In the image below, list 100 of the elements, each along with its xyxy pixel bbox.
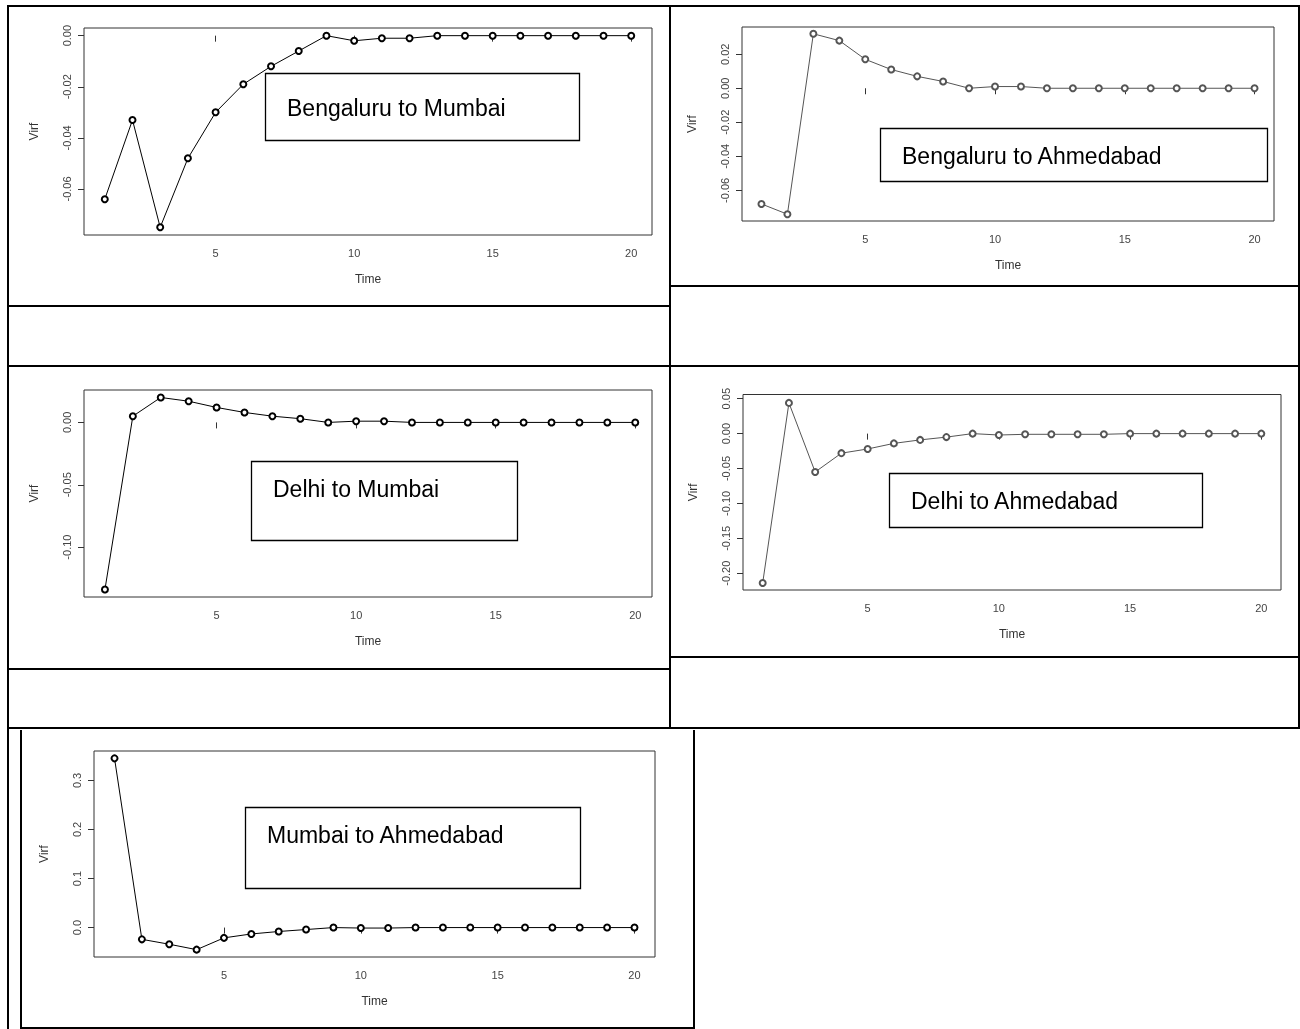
y-tick-label: -0.15 — [719, 525, 732, 551]
point — [466, 923, 475, 932]
text: Delhi to Ahmedabad — [911, 488, 1119, 514]
point — [968, 429, 977, 438]
point — [435, 418, 444, 427]
point — [438, 923, 447, 932]
point — [322, 31, 331, 40]
point — [1126, 429, 1135, 438]
point — [247, 929, 256, 938]
x-tick-label: 5 — [213, 608, 220, 621]
x-axis-title: Time — [998, 627, 1026, 641]
point — [994, 431, 1003, 440]
point — [1068, 84, 1077, 93]
point — [1047, 430, 1056, 439]
point — [156, 223, 165, 232]
point — [411, 923, 420, 932]
point — [811, 468, 820, 477]
point — [1016, 82, 1025, 91]
y-tick-label: -0.10 — [60, 534, 73, 560]
x-tick-label: 10 — [992, 601, 1005, 614]
point — [1099, 430, 1108, 439]
point — [128, 412, 137, 421]
point — [128, 116, 137, 124]
point — [942, 433, 951, 442]
point — [519, 418, 528, 427]
point — [603, 418, 612, 427]
point — [183, 154, 192, 163]
point — [521, 923, 530, 932]
point — [1042, 84, 1051, 93]
point — [1094, 84, 1103, 93]
point — [329, 923, 338, 932]
point — [212, 403, 221, 412]
point — [239, 80, 248, 89]
point — [240, 408, 249, 417]
y-tick-label: -0.10 — [719, 490, 732, 516]
point — [991, 82, 1000, 91]
point — [939, 77, 948, 86]
point — [1257, 429, 1266, 438]
point — [350, 36, 359, 45]
point — [267, 62, 276, 71]
point — [913, 72, 922, 81]
point — [1198, 84, 1207, 93]
point — [1073, 430, 1082, 439]
point — [100, 585, 109, 594]
x-tick-label: 10 — [348, 246, 361, 259]
y-tick-label: 0.3 — [70, 772, 83, 789]
y-tick-label: -0.05 — [719, 455, 732, 482]
y-tick-label: -0.04 — [718, 143, 731, 169]
y-tick-label: 0.00 — [60, 24, 73, 47]
point — [405, 34, 414, 43]
x-tick-label: 15 — [486, 246, 499, 259]
point — [463, 418, 472, 427]
point — [603, 923, 612, 932]
point — [863, 444, 872, 453]
y-axis-title: Virf — [685, 114, 699, 133]
x-tick-label: 15 — [491, 968, 504, 981]
point — [211, 108, 220, 117]
point — [219, 933, 228, 942]
point — [784, 398, 793, 407]
point — [631, 418, 640, 427]
y-tick-label: 0.00 — [719, 422, 732, 445]
point — [861, 55, 870, 64]
text: Bengaluru to Ahmedabad — [902, 143, 1162, 169]
point — [916, 435, 925, 444]
y-axis-title: Virf — [27, 121, 41, 141]
x-axis-title: Time — [354, 272, 382, 286]
x-axis-title: Time — [994, 258, 1022, 272]
point — [156, 393, 165, 402]
point — [544, 31, 553, 40]
point — [192, 945, 201, 954]
y-axis-title: Virf — [27, 483, 41, 503]
point — [460, 31, 469, 40]
point — [887, 65, 896, 74]
point — [627, 31, 636, 40]
x-tick-label: 10 — [988, 232, 1002, 245]
y-tick-label: 0.1 — [70, 870, 83, 887]
point — [165, 940, 174, 949]
x-tick-label: 20 — [625, 246, 638, 259]
y-tick-label: 0.00 — [718, 77, 731, 99]
point — [548, 923, 557, 932]
point — [407, 418, 416, 427]
point — [965, 84, 974, 93]
point — [1172, 84, 1181, 93]
x-tick-label: 5 — [864, 601, 871, 614]
point — [783, 210, 792, 219]
point — [184, 397, 193, 406]
y-tick-label: -0.06 — [60, 176, 73, 202]
y-tick-label: 0.2 — [70, 821, 83, 838]
point — [384, 924, 393, 933]
x-axis-title: Time — [354, 634, 382, 648]
point — [274, 927, 283, 936]
point — [377, 34, 386, 43]
point — [1231, 429, 1240, 438]
y-tick-label: 0.0 — [70, 919, 83, 936]
point — [110, 754, 119, 763]
y-tick-label: 0.00 — [60, 411, 73, 434]
point — [837, 449, 846, 458]
point — [302, 925, 311, 934]
point — [835, 36, 844, 45]
point — [296, 414, 305, 423]
